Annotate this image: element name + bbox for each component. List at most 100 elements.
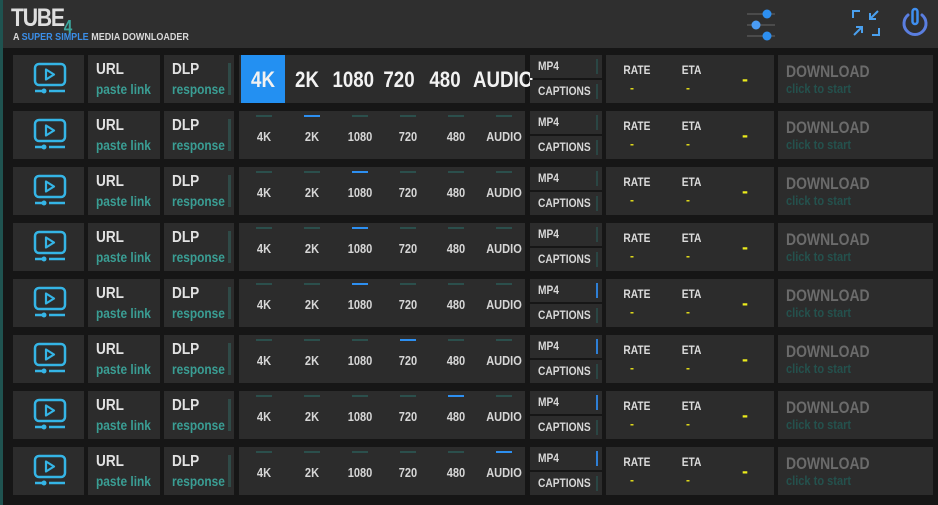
- quality-option[interactable]: AUDIO: [481, 391, 527, 439]
- captions-toggle[interactable]: CAPTIONS: [530, 360, 602, 383]
- quality-option[interactable]: 2K: [287, 55, 327, 103]
- url-input[interactable]: URL paste link: [88, 167, 160, 215]
- preview-button[interactable]: [13, 279, 84, 327]
- quality-option[interactable]: 2K: [289, 111, 335, 159]
- quality-option[interactable]: 480: [433, 111, 479, 159]
- quality-option[interactable]: 1080: [337, 111, 383, 159]
- preview-button[interactable]: [13, 55, 84, 103]
- minimize-icon[interactable]: [850, 8, 882, 38]
- quality-option[interactable]: 1080: [337, 391, 383, 439]
- quality-option[interactable]: 4K: [241, 335, 287, 383]
- captions-toggle[interactable]: CAPTIONS: [530, 80, 602, 103]
- quality-option[interactable]: 4K: [241, 167, 287, 215]
- quality-option[interactable]: 2K: [289, 167, 335, 215]
- quality-option[interactable]: AUDIO: [481, 279, 527, 327]
- quality-option[interactable]: 4K: [241, 391, 287, 439]
- url-input[interactable]: URL paste link: [88, 111, 160, 159]
- captions-toggle[interactable]: CAPTIONS: [530, 248, 602, 271]
- quality-indicator: [256, 171, 272, 173]
- quality-option[interactable]: 480: [433, 447, 479, 495]
- quality-option[interactable]: 4K: [241, 55, 285, 103]
- quality-label: 2K: [304, 129, 320, 144]
- quality-option[interactable]: 4K: [241, 223, 287, 271]
- quality-option[interactable]: 720: [385, 335, 431, 383]
- quality-option[interactable]: 2K: [289, 223, 335, 271]
- quality-option[interactable]: 1080: [329, 55, 375, 103]
- preview-button[interactable]: [13, 111, 84, 159]
- quality-option[interactable]: 480: [433, 279, 479, 327]
- download-button[interactable]: DOWNLOAD click to start: [778, 447, 933, 495]
- quality-option[interactable]: 4K: [241, 447, 287, 495]
- mp4-toggle[interactable]: MP4: [530, 111, 602, 134]
- quality-option[interactable]: 720: [385, 391, 431, 439]
- download-hint: click to start: [786, 137, 852, 152]
- mp4-toggle[interactable]: MP4: [530, 55, 602, 78]
- preview-button[interactable]: [13, 335, 84, 383]
- quality-option[interactable]: AUDIO: [481, 111, 527, 159]
- quality-option[interactable]: 480: [423, 55, 467, 103]
- url-input[interactable]: URL paste link: [88, 223, 160, 271]
- captions-toggle[interactable]: CAPTIONS: [530, 304, 602, 327]
- captions-toggle[interactable]: CAPTIONS: [530, 416, 602, 439]
- quality-option[interactable]: 4K: [241, 111, 287, 159]
- preview-button[interactable]: [13, 391, 84, 439]
- sliders-icon[interactable]: [743, 6, 779, 42]
- download-button[interactable]: DOWNLOAD click to start: [778, 391, 933, 439]
- download-button[interactable]: DOWNLOAD click to start: [778, 223, 933, 271]
- mp4-toggle[interactable]: MP4: [530, 447, 602, 470]
- quality-option[interactable]: 720: [385, 223, 431, 271]
- quality-option[interactable]: AUDIO: [481, 447, 527, 495]
- quality-option[interactable]: AUDIO: [481, 335, 527, 383]
- quality-option[interactable]: 720: [377, 55, 421, 103]
- quality-label: 480: [446, 129, 466, 144]
- quality-option[interactable]: AUDIO: [481, 167, 527, 215]
- mp4-toggle[interactable]: MP4: [530, 279, 602, 302]
- quality-option[interactable]: 480: [433, 391, 479, 439]
- download-button[interactable]: DOWNLOAD click to start: [778, 279, 933, 327]
- download-button[interactable]: DOWNLOAD click to start: [778, 55, 933, 103]
- mp4-toggle[interactable]: MP4: [530, 223, 602, 246]
- captions-toggle[interactable]: CAPTIONS: [530, 472, 602, 495]
- captions-toggle[interactable]: CAPTIONS: [530, 192, 602, 215]
- quality-option[interactable]: 2K: [289, 391, 335, 439]
- quality-option[interactable]: 1080: [337, 223, 383, 271]
- quality-option[interactable]: 480: [433, 167, 479, 215]
- quality-option[interactable]: 2K: [289, 335, 335, 383]
- quality-option[interactable]: 1080: [337, 335, 383, 383]
- quality-option[interactable]: 2K: [289, 447, 335, 495]
- quality-option[interactable]: 480: [433, 223, 479, 271]
- quality-option[interactable]: 720: [385, 111, 431, 159]
- url-input[interactable]: URL paste link: [88, 55, 160, 103]
- quality-label: 2K: [304, 353, 320, 368]
- url-input[interactable]: URL paste link: [88, 447, 160, 495]
- quality-option[interactable]: 1080: [337, 279, 383, 327]
- url-input[interactable]: URL paste link: [88, 391, 160, 439]
- preview-button[interactable]: [13, 447, 84, 495]
- mp4-toggle[interactable]: MP4: [530, 335, 602, 358]
- quality-option[interactable]: 720: [385, 279, 431, 327]
- quality-option[interactable]: 4K: [241, 279, 287, 327]
- quality-option[interactable]: 720: [385, 167, 431, 215]
- quality-label: 720: [398, 353, 418, 368]
- url-input[interactable]: URL paste link: [88, 335, 160, 383]
- quality-option[interactable]: 2K: [289, 279, 335, 327]
- mp4-toggle[interactable]: MP4: [530, 391, 602, 414]
- quality-indicator: [496, 339, 512, 341]
- preview-button[interactable]: [13, 223, 84, 271]
- download-button[interactable]: DOWNLOAD click to start: [778, 111, 933, 159]
- quality-option[interactable]: AUDIO: [469, 55, 533, 103]
- quality-option[interactable]: 1080: [337, 447, 383, 495]
- quality-indicator: [448, 171, 464, 173]
- quality-option[interactable]: 720: [385, 447, 431, 495]
- url-input[interactable]: URL paste link: [88, 279, 160, 327]
- quality-indicator: [256, 395, 272, 397]
- power-icon[interactable]: [899, 6, 931, 40]
- download-button[interactable]: DOWNLOAD click to start: [778, 167, 933, 215]
- download-button[interactable]: DOWNLOAD click to start: [778, 335, 933, 383]
- preview-button[interactable]: [13, 167, 84, 215]
- captions-toggle[interactable]: CAPTIONS: [530, 136, 602, 159]
- quality-option[interactable]: 1080: [337, 167, 383, 215]
- quality-option[interactable]: AUDIO: [481, 223, 527, 271]
- quality-option[interactable]: 480: [433, 335, 479, 383]
- mp4-toggle[interactable]: MP4: [530, 167, 602, 190]
